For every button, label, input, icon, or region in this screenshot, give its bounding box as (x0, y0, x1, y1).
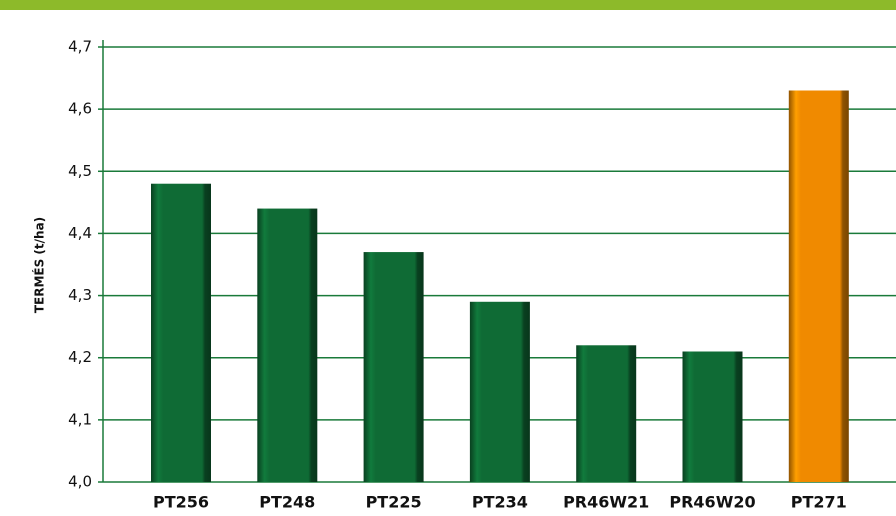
bar (257, 208, 318, 483)
x-tick-label: PT256 (153, 493, 209, 512)
top-band (0, 0, 896, 10)
x-tick-label: PR46W20 (669, 493, 755, 512)
y-tick-label: 4,7 (68, 38, 92, 56)
y-tick-label: 4,0 (68, 473, 92, 491)
y-tick-label: 4,6 (68, 100, 92, 118)
x-tick-label: PR46W21 (563, 493, 649, 512)
bar (788, 90, 849, 482)
y-tick-label: 4,4 (68, 224, 92, 242)
bar (363, 252, 424, 482)
bar (682, 351, 743, 482)
x-tick-label: PT271 (791, 493, 847, 512)
x-tick-label: PT234 (472, 493, 528, 512)
bar (469, 301, 530, 482)
bar (576, 345, 637, 482)
x-tick-label: PT225 (366, 493, 422, 512)
bar (151, 183, 211, 482)
y-tick-label: 4,2 (68, 348, 92, 366)
x-tick-label: PT248 (259, 493, 315, 512)
y-tick-label: 4,5 (68, 162, 92, 180)
y-tick-label: 4,3 (68, 286, 92, 304)
y-tick-label: 4,1 (68, 410, 92, 428)
y-axis-label: TERMÉS (t/ha) (32, 217, 47, 313)
